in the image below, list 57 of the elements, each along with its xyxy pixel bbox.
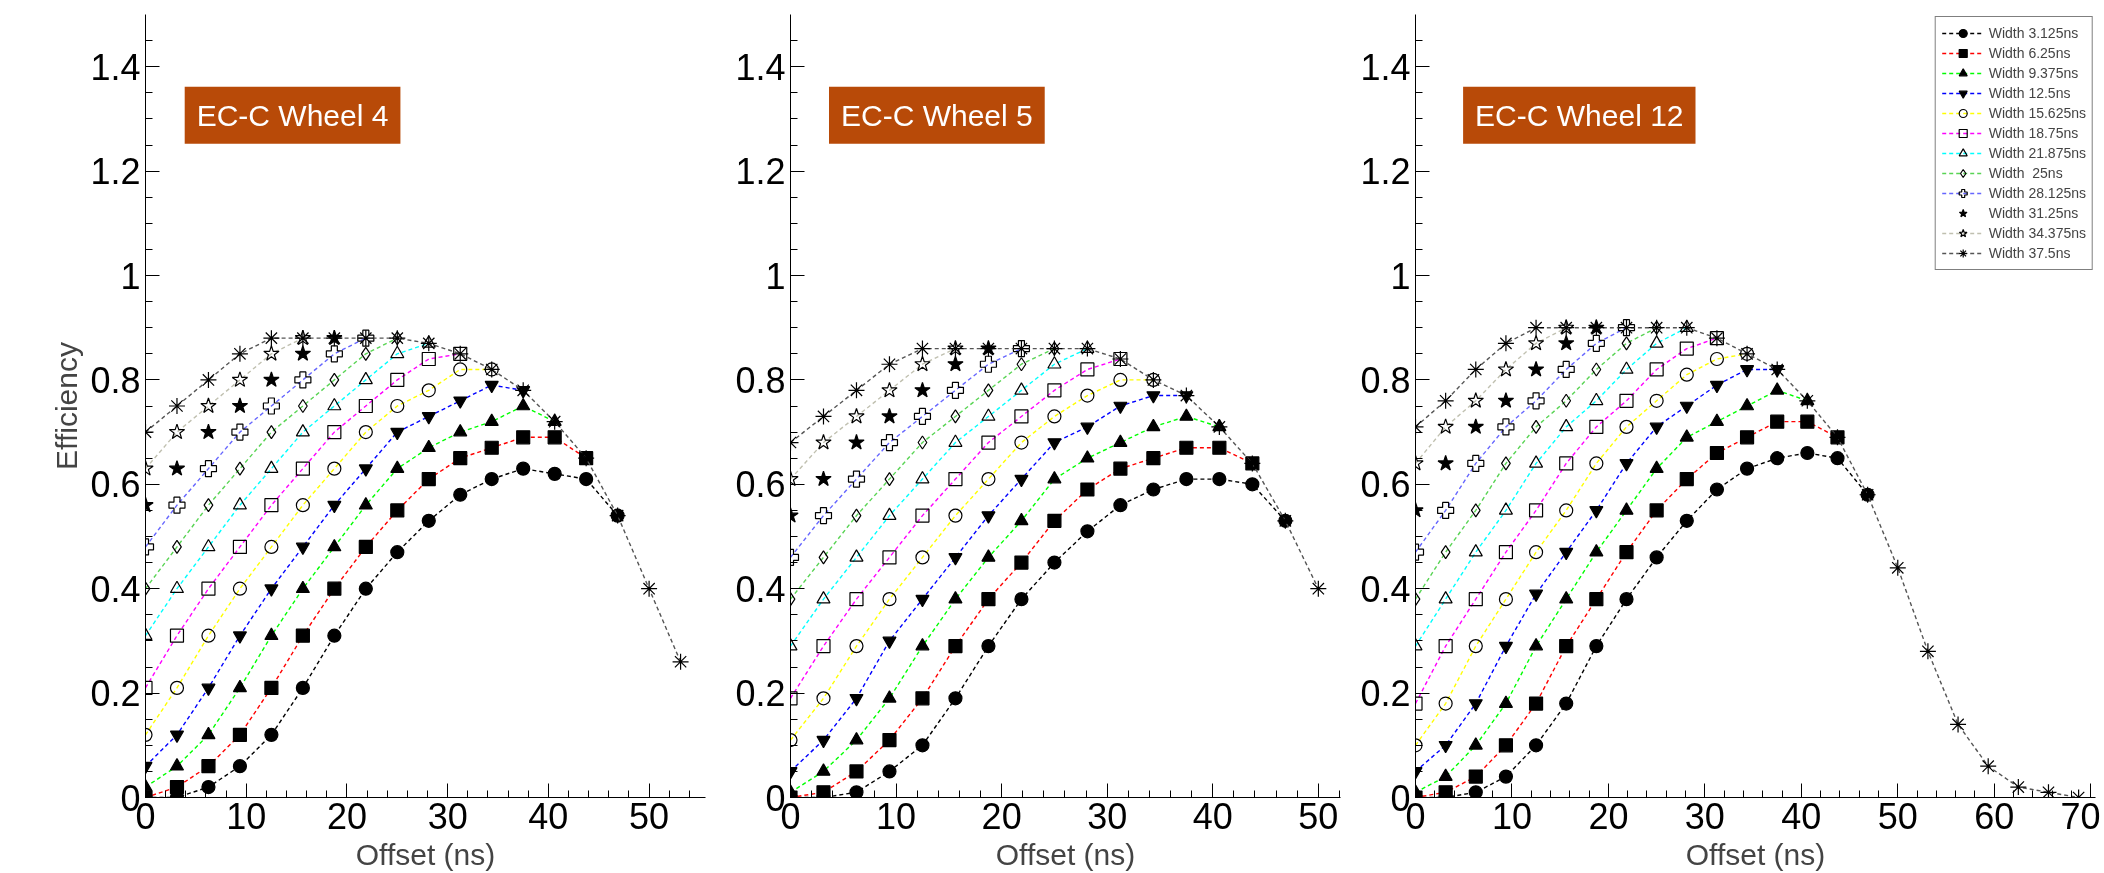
legend-label: Width 18.75ns [1988,124,2079,143]
x-tick-label: 50 [629,795,670,837]
x-tick-label: 10 [1491,795,1532,837]
y-axis-title: Efficiency [50,342,84,470]
y-tick-label: 0.8 [1360,359,1411,401]
legend-label: Width 21.875ns [1988,144,2086,163]
legend-label: Width 31.25ns [1988,204,2079,223]
x-tick-label: 10 [226,795,267,837]
x-tick-label: 40 [1192,795,1233,837]
y-tick-label: 0.4 [1360,568,1411,610]
y-tick-label: 0.8 [90,359,141,401]
legend-label: Width 34.375ns [1988,224,2086,243]
y-tick-label: 1 [120,255,141,297]
legend-label: Width 3.125ns [1988,24,2079,43]
text: EC-C Wheel 4 [196,98,389,132]
x-tick-label: 10 [876,795,917,837]
legend-label: Width 28.125ns [1988,184,2086,203]
x-tick-label: 50 [1877,795,1918,837]
y-tick-label: 1.2 [90,151,141,193]
y-tick-label: 1 [1390,255,1411,297]
x-tick-label: 40 [1781,795,1822,837]
y-tick-label: 0.2 [90,673,141,715]
y-tick-label: 0.2 [735,673,786,715]
x-tick-label: 60 [1974,795,2015,837]
y-tick-label: 1.4 [1360,46,1411,88]
y-tick-label: 1.2 [735,151,786,193]
legend-label: Width 25ns [1988,164,2063,183]
x-axis-title: Offset (ns) [355,837,496,871]
x-tick-label: 30 [1684,795,1725,837]
y-tick-label: 0.4 [735,568,786,610]
y-tick-label: 0.4 [90,568,141,610]
y-tick-label: 1.2 [1360,151,1411,193]
y-tick-label: 0.6 [735,464,786,506]
legend-label: Width 6.25ns [1988,44,2071,63]
legend-label: Width 12.5ns [1988,84,2071,103]
x-axis-title: Offset (ns) [1685,837,1826,871]
legend-label: Width 9.375ns [1988,64,2079,83]
y-tick-label: 0.6 [1360,464,1411,506]
x-tick-label: 20 [981,795,1022,837]
legend-label: Width 15.625ns [1988,104,2086,123]
y-tick-label: 1.4 [90,46,141,88]
y-tick-label: 0.8 [735,359,786,401]
x-tick-label: 70 [2060,795,2101,837]
x-tick-label: 50 [1298,795,1339,837]
x-tick-label: 20 [326,795,367,837]
legend-label: Width 37.5ns [1988,244,2071,263]
x-tick-label: 20 [1588,795,1629,837]
text: EC-C Wheel 5 [841,98,1033,132]
x-tick-label: 30 [427,795,468,837]
text: EC-C Wheel 12 [1475,98,1684,132]
y-tick-label: 1.4 [735,46,786,88]
x-axis-title: Offset (ns) [995,837,1136,871]
y-tick-label: 0.6 [90,464,141,506]
x-tick-label: 30 [1087,795,1128,837]
y-tick-label: 0.2 [1360,673,1411,715]
y-tick-label: 1 [765,255,786,297]
x-tick-label: 40 [528,795,569,837]
